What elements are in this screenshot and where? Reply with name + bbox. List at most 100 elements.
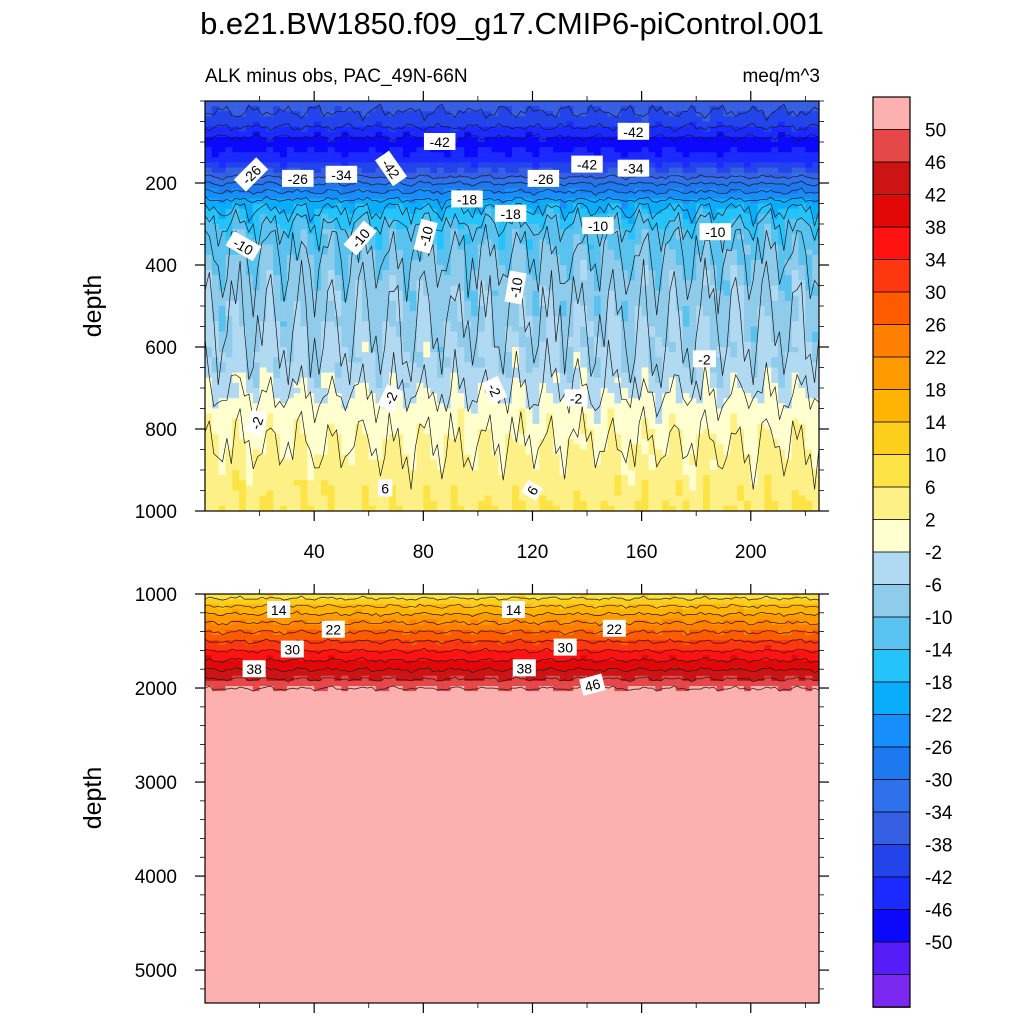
contour-cell [389,142,397,148]
contour-cell [259,254,267,261]
contour-cell [341,239,349,246]
contour-cell [566,152,574,158]
contour-cell [450,229,459,235]
contour-cell [723,316,731,322]
contour-cell [252,306,261,312]
contour-cell [764,249,772,256]
contour-cell [737,126,745,133]
contour-cell [668,157,677,164]
contour-cell [211,213,220,220]
contour-cell [641,372,650,379]
contour-cell [232,167,240,174]
contour-cell [252,347,261,353]
contour-cell [409,224,418,230]
contour-cell [211,152,220,158]
contour-cell [600,285,609,292]
contour-cell [648,300,656,307]
contour-cell [552,357,561,363]
contour-cell [805,234,813,240]
contour-cell [716,152,725,158]
contour-cell [286,331,295,338]
contour-cell [593,177,602,184]
contour-cell [621,270,629,276]
contour-cell [771,126,779,133]
contour-cell [764,208,772,215]
contour-cell [293,336,302,343]
contour-cell [655,270,663,276]
contour-cell [375,101,383,107]
contour-cell [402,377,411,384]
contour-cell [368,177,377,184]
contour-cell [627,290,636,297]
contour-cell [457,152,465,158]
contour-cell [471,147,479,153]
contour-cell [689,306,697,312]
contour-cell [805,183,813,189]
contour-cell [532,331,540,338]
contour-cell [737,208,745,215]
contour-cell [334,280,343,287]
contour-cell [573,116,581,123]
contour-cell [218,142,227,148]
contour-cell [607,177,615,184]
contour-cell [457,213,465,220]
contour-cell [593,249,602,256]
contour-cell [416,352,424,358]
contour-cell [703,285,711,292]
contour-cell [634,203,643,210]
contour-cell [743,331,752,338]
contour-cell [396,198,404,205]
contour-cell [703,177,711,184]
contour-cell [211,331,220,338]
contour-cell [655,321,663,328]
contour-cell [396,111,404,117]
contour-cell [361,377,370,384]
contour-cell [812,280,819,287]
contour-cell [375,280,383,287]
contour-cell [368,306,377,312]
contour-cell [450,167,459,174]
contour-cell [361,265,370,271]
contour-cell [764,239,772,246]
contour-cell [341,290,349,297]
contour-cell [293,239,302,246]
contour-cell [532,208,540,215]
contour-cell [689,244,697,251]
contour-cell [791,229,800,235]
contour-cell [314,218,322,225]
contour-cell [750,239,759,246]
contour-cell [286,142,295,148]
contour-cell [471,382,479,389]
contour-cell [662,300,670,307]
contour-cell [498,106,506,112]
contour-cell [798,116,806,123]
contour-cell [778,203,786,210]
contour-cell [484,218,493,225]
contour-cell [423,126,431,133]
contour-cell [211,357,220,363]
contour-cell [457,382,465,389]
contour-cell [798,193,806,199]
contour-cell [505,188,513,194]
contour-cell [314,249,322,256]
contour-cell [566,147,574,153]
contour-cell [361,193,370,199]
contour-cell [552,142,561,148]
contour-cell [293,382,302,389]
contour-cell [764,224,772,230]
contour-cell [621,341,629,348]
contour-cell [355,116,363,123]
contour-cell [757,254,766,261]
contour-cell [750,306,759,312]
contour-cell [245,234,254,240]
contour-cell [314,265,322,271]
contour-cell [791,172,800,179]
contour-cell [273,316,281,322]
contour-cell [750,321,759,328]
contour-cell [396,326,404,333]
contour-cell [300,218,308,225]
contour-cell [518,177,527,184]
contour-cell [443,157,452,164]
contour-cell [627,259,636,266]
contour-cell [430,111,438,117]
